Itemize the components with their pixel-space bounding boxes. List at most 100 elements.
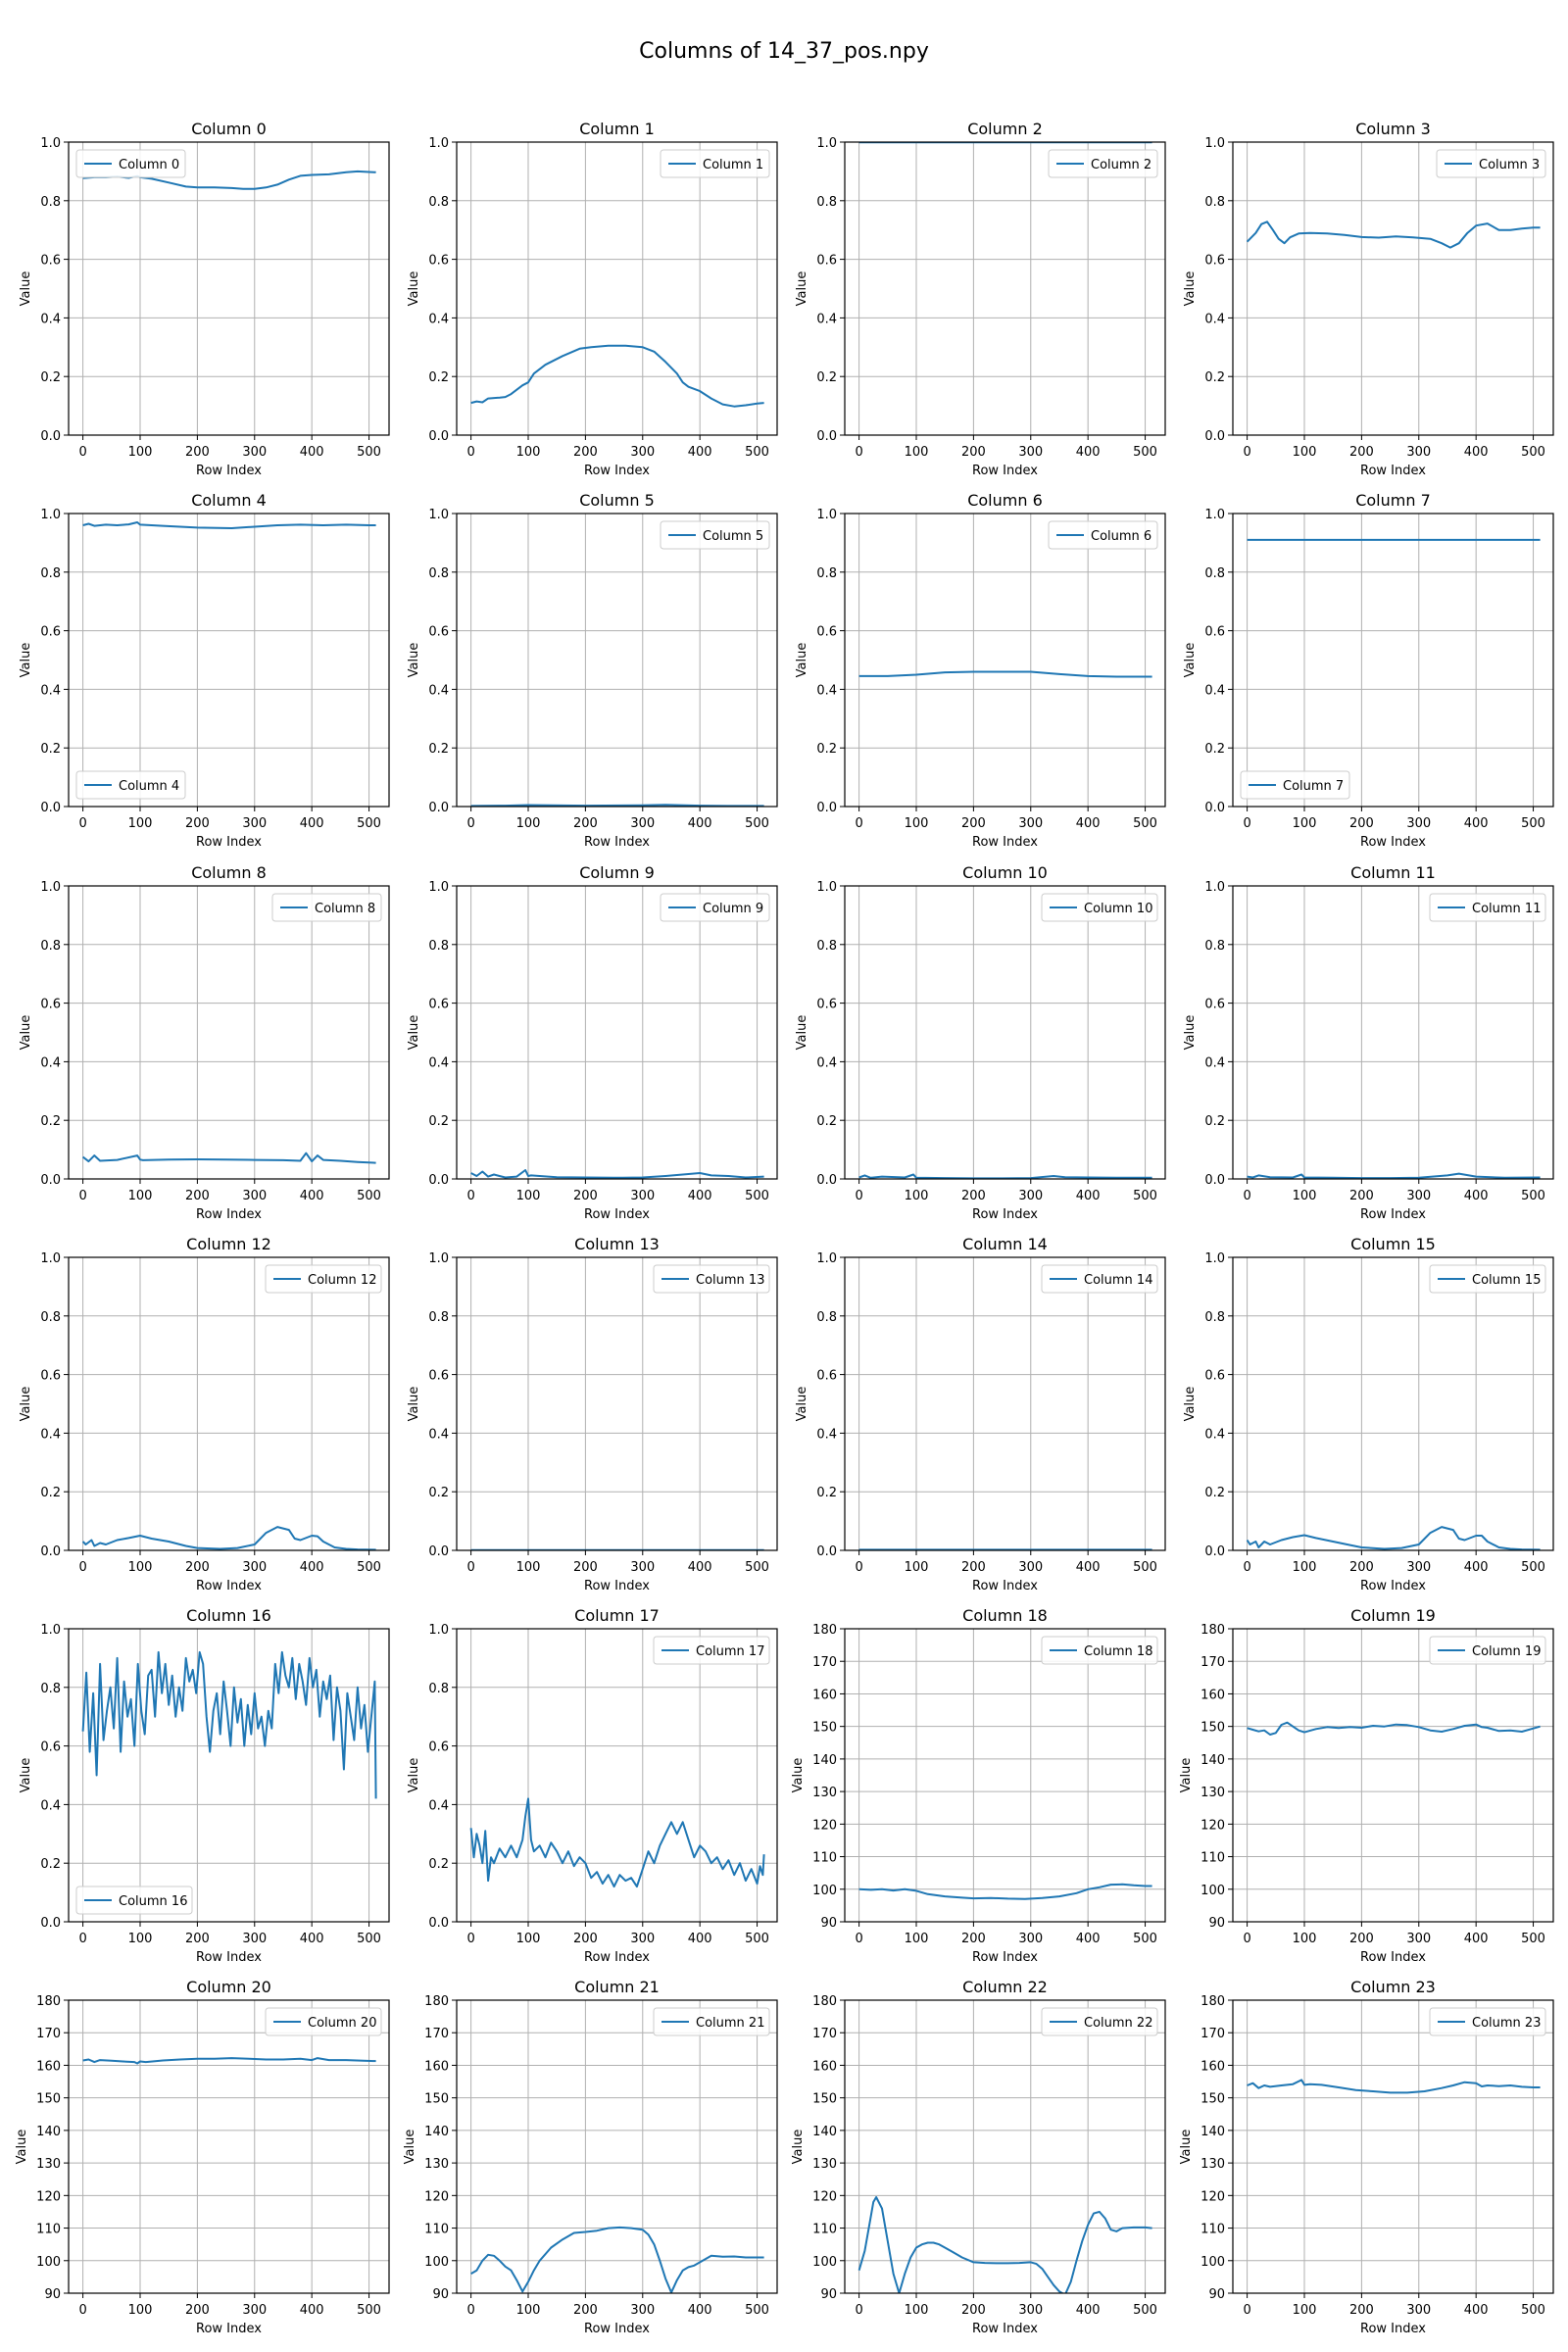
- x-tick-label: 200: [1349, 1932, 1374, 1946]
- x-tick-label: 400: [300, 1189, 324, 1203]
- legend: Column 20: [265, 2007, 382, 2036]
- legend-box: [1429, 893, 1546, 922]
- y-tick-label: 1.0: [428, 880, 449, 895]
- legend-label: Column 15: [1472, 1273, 1541, 1288]
- y-tick-label: 100: [36, 2255, 61, 2270]
- y-axis-label: Value: [1183, 643, 1198, 678]
- subplot-19: 0 100 200 300 400 500 90 100 110 120 130 140 150 160 1…: [1179, 1606, 1554, 1965]
- y-tick-label: 150: [1200, 1721, 1225, 1736]
- legend-box: [653, 1264, 770, 1294]
- x-tick-label: 500: [1133, 1932, 1157, 1946]
- x-tick-label: 200: [573, 816, 598, 831]
- x-tick-label: 300: [630, 2303, 655, 2318]
- y-tick-label: 0.2: [428, 742, 449, 757]
- x-tick-label: 100: [516, 445, 541, 460]
- x-tick-label: 300: [1406, 1560, 1431, 1575]
- y-axis-label: Value: [795, 1387, 809, 1422]
- y-tick-label: 130: [1200, 1786, 1225, 1800]
- x-tick-label: 200: [1349, 2303, 1374, 2318]
- x-tick-label: 400: [688, 1189, 712, 1203]
- x-tick-label: 0: [466, 445, 474, 460]
- y-axis-label: Value: [19, 1387, 33, 1422]
- subplot-title: Column 3: [1355, 120, 1431, 138]
- x-tick-label: 200: [185, 1560, 210, 1575]
- y-tick-label: 0.0: [428, 801, 449, 815]
- series-line-1-0: [470, 344, 764, 408]
- x-tick-label: 300: [1018, 445, 1043, 460]
- y-axis-label: Value: [1183, 1015, 1198, 1051]
- subplot-title: Column 15: [1350, 1235, 1436, 1253]
- y-tick-label: 100: [1200, 2255, 1225, 2270]
- axes-frame: [1232, 1628, 1554, 1923]
- legend: Column 14: [1041, 1264, 1158, 1294]
- y-tick-label: 180: [36, 1994, 61, 2009]
- x-axis-label: Row Index: [1360, 464, 1426, 478]
- x-tick-label: 0: [78, 1560, 86, 1575]
- x-tick-label: 500: [745, 1560, 769, 1575]
- x-tick-label: 200: [961, 2303, 986, 2318]
- x-tick-label: 500: [745, 445, 769, 460]
- x-tick-label: 100: [516, 2303, 541, 2318]
- subplot-7: 0 100 200 300 400 500 0.0 0.2 0.4 0.6 0.8 1.0 Column…: [1183, 491, 1554, 850]
- y-axis-label: Value: [795, 1015, 809, 1051]
- x-tick-label: 200: [185, 1189, 210, 1203]
- x-tick-label: 500: [1521, 1189, 1545, 1203]
- x-tick-label: 100: [905, 816, 929, 831]
- x-tick-label: 300: [630, 1560, 655, 1575]
- y-tick-label: 170: [36, 2027, 61, 2041]
- legend: Column 1: [660, 149, 770, 178]
- y-tick-label: 0.2: [428, 1486, 449, 1500]
- x-axis-label: Row Index: [972, 464, 1038, 478]
- y-tick-label: 1.0: [428, 508, 449, 522]
- y-tick-label: 0.6: [428, 1369, 449, 1384]
- subplot-21: 0 100 200 300 400 500 90 100 110 120 130 140 150 160 1…: [403, 1978, 778, 2336]
- y-tick-label: 0.4: [816, 1055, 837, 1070]
- x-tick-label: 500: [1521, 1932, 1545, 1946]
- y-tick-label: 1.0: [816, 880, 837, 895]
- y-axis-label: Value: [1183, 1387, 1198, 1422]
- y-tick-label: 0.4: [40, 312, 61, 326]
- y-tick-label: 0.4: [428, 1798, 449, 1813]
- y-tick-label: 0.2: [1204, 1486, 1225, 1500]
- x-tick-label: 400: [1464, 2303, 1489, 2318]
- x-tick-label: 200: [573, 445, 598, 460]
- legend: Column 2: [1048, 149, 1158, 178]
- y-tick-label: 140: [812, 2125, 837, 2139]
- x-tick-label: 300: [1018, 1560, 1043, 1575]
- x-tick-label: 500: [357, 816, 381, 831]
- y-tick-label: 0.8: [428, 1310, 449, 1325]
- x-axis-label: Row Index: [972, 1579, 1038, 1593]
- y-tick-label: 0.8: [816, 1310, 837, 1325]
- subplot-13: 0 100 200 300 400 500 0.0 0.2 0.4 0.6 0.8 1.0 Column…: [407, 1235, 778, 1593]
- y-tick-label: 150: [1200, 2092, 1225, 2107]
- x-tick-label: 0: [78, 1189, 86, 1203]
- subplot-title: Column 10: [962, 863, 1048, 882]
- legend-label: Column 23: [1472, 2016, 1541, 2031]
- x-tick-label: 200: [185, 445, 210, 460]
- subplot-0: 0 100 200 300 400 500 0.0 0.2 0.4 0.6 0.8 1.0 Column…: [19, 120, 390, 478]
- legend-label: Column 19: [1472, 1644, 1541, 1659]
- y-tick-label: 160: [1200, 2059, 1225, 2074]
- legend: Column 21: [653, 2007, 770, 2036]
- subplot-title: Column 21: [574, 1978, 660, 1996]
- x-tick-label: 400: [1076, 816, 1101, 831]
- y-axis-label: Value: [403, 2130, 417, 2165]
- axes-frame: [68, 141, 390, 436]
- y-tick-label: 140: [1200, 2125, 1225, 2139]
- y-axis-label: Value: [795, 643, 809, 678]
- legend-label: Column 12: [308, 1273, 376, 1288]
- x-tick-label: 200: [1349, 816, 1374, 831]
- y-tick-label: 0.2: [40, 370, 61, 385]
- y-tick-label: 110: [1200, 2223, 1225, 2237]
- x-tick-label: 100: [516, 1932, 541, 1946]
- y-tick-label: 100: [812, 2255, 837, 2270]
- y-tick-label: 0.4: [1204, 312, 1225, 326]
- x-axis-label: Row Index: [584, 2322, 650, 2336]
- series-line-21-0: [470, 2226, 764, 2293]
- y-tick-label: 180: [1200, 1623, 1225, 1638]
- x-tick-label: 400: [1076, 2303, 1101, 2318]
- legend-label: Column 4: [119, 779, 179, 794]
- axes-frame: [456, 513, 778, 808]
- y-tick-label: 0.4: [40, 1055, 61, 1070]
- axes-frame: [68, 1628, 390, 1923]
